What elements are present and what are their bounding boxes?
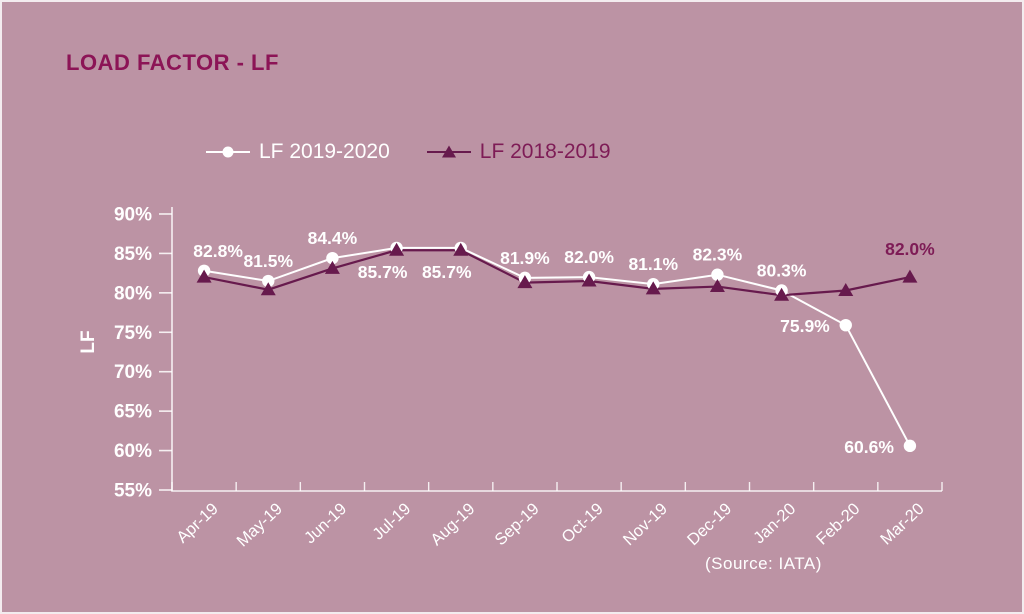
data-point-marker [903, 439, 917, 453]
legend-label-lf-2019-2020: LF 2019-2020 [259, 140, 390, 163]
y-tick-label: 65% [114, 402, 152, 423]
series-markers-lf-2019-2020 [197, 241, 917, 453]
y-tick-label: 85% [114, 244, 152, 265]
data-point-marker [711, 268, 724, 281]
data-point-marker [324, 260, 340, 274]
legend-label-lf-2018-2019: LF 2018-2019 [479, 140, 611, 163]
x-tick-label: Sep-19 [491, 500, 542, 549]
x-tick-label: Nov-19 [620, 500, 671, 549]
data-point-marker [389, 242, 405, 256]
data-point-label: 60.6% [844, 437, 894, 457]
series-labels-lf-2018-2019: 82.0% [885, 239, 935, 259]
y-tick-label: 70% [114, 362, 152, 383]
x-tick-label: Jul-19 [369, 500, 414, 544]
data-point-marker [774, 287, 790, 301]
y-tick-label: 55% [114, 481, 152, 502]
x-tick-label: Mar-20 [877, 500, 928, 549]
data-point-label: 81.5% [243, 251, 293, 271]
y-tick-label: 60% [114, 441, 152, 462]
x-tick-label: May-19 [233, 500, 286, 551]
series-line-lf-2018-2019 [203, 249, 911, 297]
data-point-label: 82.0% [885, 239, 935, 259]
series-markers-lf-2018-2019 [196, 242, 918, 301]
triangle-marker-icon [426, 145, 471, 158]
x-axis: Apr-19 May-19 Jun-19 Jul-19 Aug-19 Sep-19 Oct-… [171, 482, 943, 551]
data-point-marker [260, 282, 276, 296]
x-tick-label: Dec-19 [684, 500, 735, 549]
y-tick-label: 90% [114, 204, 152, 225]
x-tick-label: Oct-19 [558, 500, 607, 547]
chart-legend: LF 2019-2020 LF 2018-2019 [205, 140, 611, 164]
data-point-marker [517, 275, 533, 289]
y-axis-title: LF [78, 330, 99, 353]
data-point-marker [902, 269, 918, 283]
circle-marker-icon [206, 146, 250, 158]
axis-line [171, 207, 942, 492]
data-point-label: 80.3% [757, 260, 807, 280]
x-tick-label: Jun-19 [301, 500, 350, 548]
data-point-label: 82.8% [193, 241, 243, 261]
data-point-label: 85.7% [422, 262, 472, 282]
data-point-label: 85.7% [358, 262, 408, 282]
data-point-label: 84.4% [308, 228, 358, 248]
data-point-marker [645, 281, 661, 295]
y-axis: 90% 85% 80% 75% 70% 65% 60% 55% LF [78, 204, 172, 502]
series-line-lf-2019-2020 [203, 246, 911, 447]
data-point-marker [326, 251, 339, 265]
data-point-marker [262, 274, 275, 288]
data-point-label: 75.9% [780, 316, 830, 336]
legend-item-lf-2019-2020: LF 2019-2020 [205, 140, 390, 164]
data-point-label: 81.1% [628, 254, 678, 274]
chart-title: LOAD FACTOR - LF [66, 50, 279, 75]
source-note: (Source: IATA) [705, 554, 822, 573]
y-tick-label: 75% [114, 323, 152, 344]
data-point-marker [838, 282, 854, 296]
series-labels-lf-2019-2020: 82.8%81.5%84.4%85.7% 85.7%81.9% 82.0% 81.1%… [193, 228, 894, 457]
data-point-marker [196, 269, 212, 283]
x-tick-label: Apr-19 [173, 500, 222, 547]
data-point-marker [581, 273, 597, 287]
data-point-marker [839, 318, 852, 332]
legend-item-lf-2018-2019: LF 2018-2019 [426, 140, 611, 164]
data-point-label: 82.3% [693, 245, 743, 265]
data-point-marker [453, 242, 469, 256]
x-tick-label: Feb-20 [813, 500, 864, 549]
data-point-label: 82.0% [564, 247, 614, 267]
x-tick-label: Jan-20 [750, 500, 799, 548]
x-tick-label: Aug-19 [427, 500, 478, 549]
data-point-marker [709, 279, 725, 293]
axes [171, 207, 942, 492]
y-tick-label: 80% [114, 283, 152, 304]
data-point-label: 81.9% [500, 248, 550, 268]
